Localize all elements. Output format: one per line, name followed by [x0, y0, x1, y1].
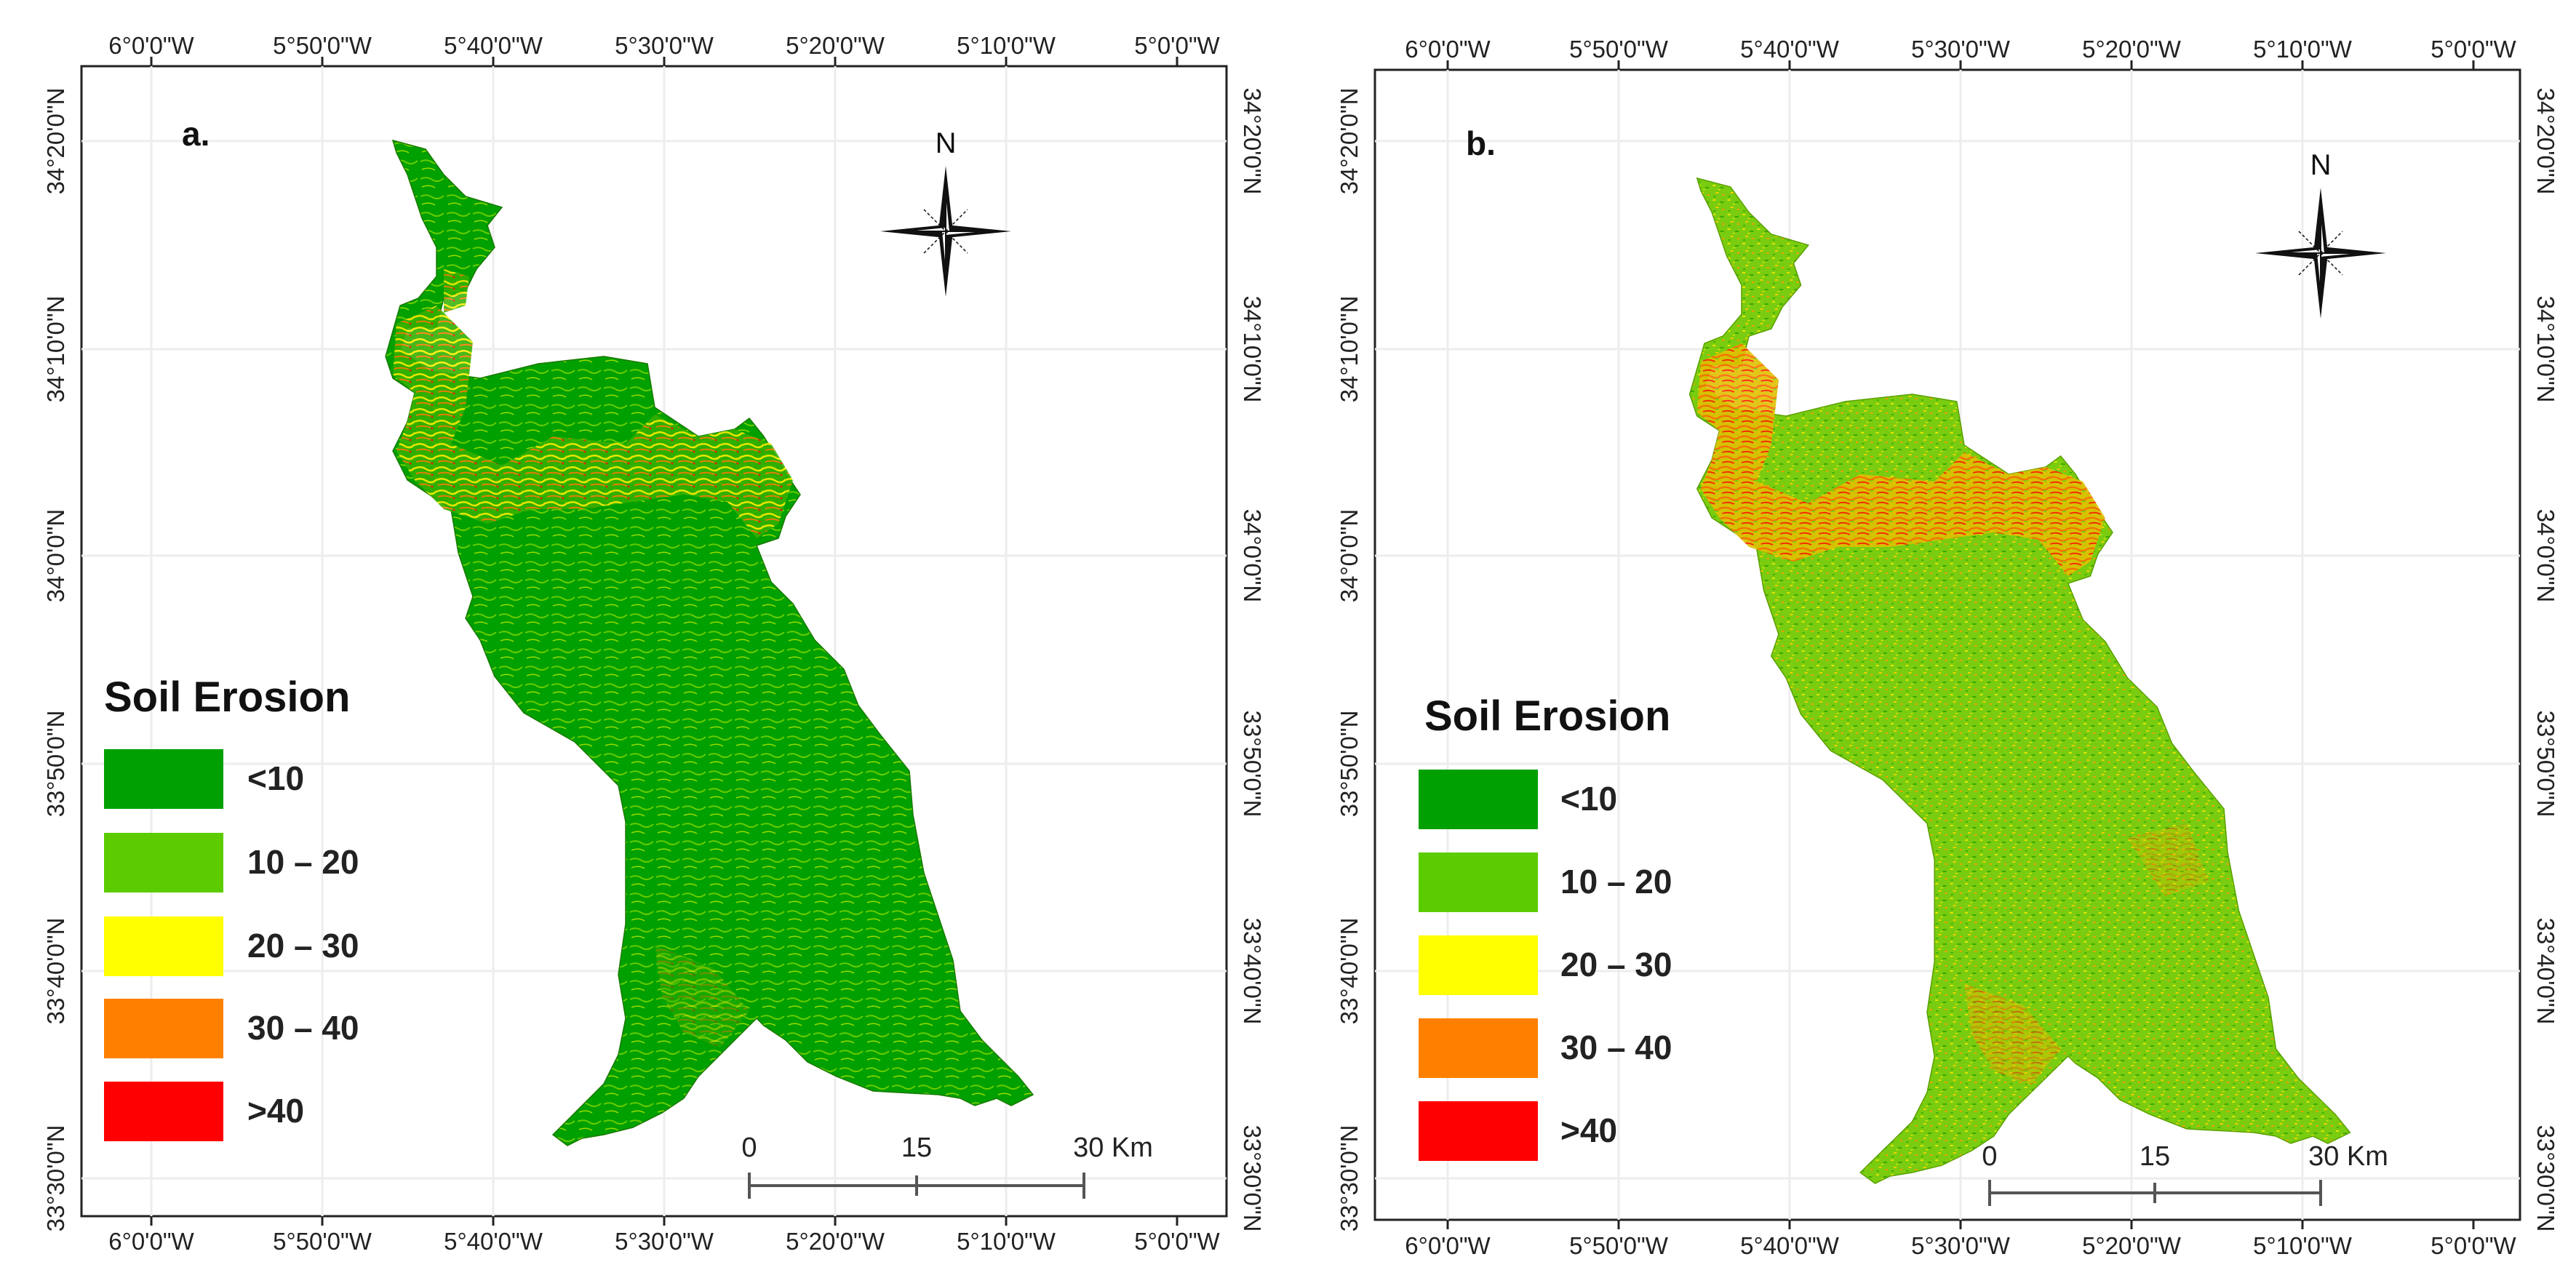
- map-a-legend-label-2: 20 – 30: [247, 927, 359, 964]
- map-b-lat-right-4: 33°40'0"N: [2532, 918, 2559, 1025]
- map-a-legend-swatch-0: [104, 749, 223, 809]
- map-b-legend-label-4: >40: [1560, 1111, 1617, 1149]
- map-b-legend-swatch-1: [1419, 852, 1538, 912]
- map-a-legend-swatch-4: [104, 1082, 223, 1141]
- map-b-lat-right-2: 34°0'0"N: [2532, 509, 2559, 602]
- map-b-scale-zero: 0: [1982, 1141, 1997, 1172]
- map-a-legend-label-4: >40: [247, 1092, 304, 1130]
- map-a-lon-bottom-1: 5°50'0"W: [273, 1228, 372, 1255]
- map-a-lon-bottom-6: 5°0'0"W: [1134, 1228, 1220, 1255]
- map-b-lon-top-3: 5°30'0"W: [1911, 36, 2011, 63]
- map-a-lon-bottom-0: 6°0'0"W: [108, 1228, 194, 1255]
- map-a-lat-right-3: 33°50'0"N: [1239, 711, 1266, 818]
- map-b-lon-top-0: 6°0'0"W: [1405, 36, 1491, 63]
- map-a-lon-top-4: 5°20'0"W: [786, 32, 885, 59]
- map-b-scale-mid: 15: [2140, 1141, 2170, 1172]
- map-a-lon-top-0: 6°0'0"W: [108, 32, 194, 59]
- map-a-legend-label-0: <10: [247, 759, 304, 797]
- map-a-lat-right-0: 34°20'0"N: [1239, 88, 1266, 195]
- map-a-scale-zero: 0: [741, 1133, 757, 1163]
- map-b-lon-top-1: 5°50'0"W: [1569, 36, 1669, 63]
- map-b-legend: Soil Erosion <10 10 – 20 20 – 30 30 – 40…: [1419, 692, 1672, 1161]
- map-a-lat-left-2: 34°0'0"N: [42, 509, 69, 602]
- map-a-legend-swatch-3: [104, 999, 223, 1058]
- map-b-scale-end: 30 Km: [2308, 1141, 2388, 1172]
- map-b-lon-bottom-0: 6°0'0"W: [1405, 1232, 1491, 1259]
- map-a-panel-label: a.: [182, 115, 210, 153]
- map-a-ridge-north: [393, 305, 793, 538]
- map-b-lat-right-5: 33°30'0"N: [2532, 1125, 2559, 1232]
- map-a-north-arrow-icon: N: [880, 127, 1011, 297]
- map-a-scale-bar: 0 15 30 Km: [741, 1133, 1153, 1199]
- map-a-lat-right-4: 33°40'0"N: [1239, 918, 1266, 1025]
- map-a-legend: Soil Erosion <10 10 – 20 20 – 30 30 – 40…: [104, 674, 359, 1141]
- map-b-legend-label-3: 30 – 40: [1560, 1029, 1672, 1066]
- map-b-north-arrow-icon: N: [2255, 149, 2386, 319]
- map-b-lat-left-0: 34°20'0"N: [1336, 88, 1363, 195]
- map-b-catchment: [1688, 177, 2351, 1184]
- map-b-lon-bottom-5: 5°10'0"W: [2253, 1232, 2353, 1259]
- map-b-lat-right-1: 34°10'0"N: [2532, 296, 2559, 403]
- map-a-lon-top-3: 5°30'0"W: [615, 32, 714, 59]
- map-a-ridge-gully: [444, 269, 469, 313]
- map-b-lon-top-2: 5°40'0"W: [1740, 36, 1840, 63]
- map-b-lat-left-4: 33°40'0"N: [1336, 918, 1363, 1025]
- map-b-legend-label-2: 20 – 30: [1560, 946, 1672, 983]
- map-b-ridge-north: [1696, 343, 2105, 576]
- map-b-lon-bottom-3: 5°30'0"W: [1911, 1232, 2011, 1259]
- map-a-legend-swatch-1: [104, 833, 223, 892]
- map-a-legend-swatch-2: [104, 916, 223, 976]
- map-a-lat-right-2: 34°0'0"N: [1239, 509, 1266, 602]
- map-b: 6°0'0"W 5°50'0"W 5°40'0"W 5°30'0"W 5°20'…: [1336, 36, 2559, 1259]
- map-b-lat-left-5: 33°30'0"N: [1336, 1125, 1363, 1232]
- map-b-legend-title: Soil Erosion: [1424, 692, 1670, 740]
- map-b-scale-bar: 0 15 30 Km: [1982, 1141, 2388, 1206]
- map-a-lon-top-6: 5°0'0"W: [1134, 32, 1220, 59]
- map-a-catchment: [385, 139, 1034, 1146]
- map-a-lon-top-5: 5°10'0"W: [957, 32, 1056, 59]
- map-a: 6°0'0"W 5°50'0"W 5°40'0"W 5°30'0"W 5°20'…: [42, 32, 1266, 1255]
- map-b-north-label: N: [2310, 149, 2332, 181]
- map-b-legend-label-1: 10 – 20: [1560, 863, 1672, 900]
- map-a-lat-left-3: 33°50'0"N: [42, 711, 69, 818]
- map-a-lon-top-2: 5°40'0"W: [444, 32, 543, 59]
- map-b-lon-bottom-2: 5°40'0"W: [1740, 1232, 1840, 1259]
- map-b-lat-right-0: 34°20'0"N: [2532, 88, 2559, 195]
- map-b-lon-bottom-6: 5°0'0"W: [2431, 1232, 2516, 1259]
- map-b-lat-left-1: 34°10'0"N: [1336, 296, 1363, 403]
- map-b-lon-top-4: 5°20'0"W: [2082, 36, 2182, 63]
- map-a-lat-right-5: 33°30'0"N: [1239, 1125, 1266, 1232]
- map-a-north-label: N: [936, 127, 957, 159]
- map-b-legend-swatch-0: [1419, 770, 1538, 829]
- map-a-legend-label-1: 10 – 20: [247, 843, 359, 881]
- map-b-lat-left-3: 33°50'0"N: [1336, 711, 1363, 818]
- map-a-lat-right-1: 34°10'0"N: [1239, 296, 1266, 403]
- map-b-lon-top-5: 5°10'0"W: [2253, 36, 2353, 63]
- map-b-lon-top-6: 5°0'0"W: [2431, 36, 2516, 63]
- map-b-lat-right-3: 33°50'0"N: [2532, 711, 2559, 818]
- map-b-legend-label-0: <10: [1560, 780, 1617, 818]
- map-b-panel-label: b.: [1466, 124, 1496, 162]
- map-b-lon-bottom-1: 5°50'0"W: [1569, 1232, 1669, 1259]
- map-a-lon-bottom-2: 5°40'0"W: [444, 1228, 543, 1255]
- map-b-lon-bottom-4: 5°20'0"W: [2082, 1232, 2182, 1259]
- map-a-lat-left-0: 34°20'0"N: [42, 88, 69, 195]
- map-a-lat-left-4: 33°40'0"N: [42, 918, 69, 1025]
- map-a-lat-left-1: 34°10'0"N: [42, 296, 69, 403]
- map-a-lat-left-5: 33°30'0"N: [42, 1125, 69, 1232]
- map-a-lon-bottom-5: 5°10'0"W: [957, 1228, 1056, 1255]
- map-a-legend-label-3: 30 – 40: [247, 1009, 359, 1047]
- map-b-lat-left-2: 34°0'0"N: [1336, 509, 1363, 602]
- map-a-lon-bottom-4: 5°20'0"W: [786, 1228, 885, 1255]
- map-b-legend-swatch-3: [1419, 1018, 1538, 1078]
- map-b-legend-swatch-2: [1419, 935, 1538, 995]
- map-a-scale-mid: 15: [901, 1133, 932, 1163]
- map-a-lon-top-1: 5°50'0"W: [273, 32, 372, 59]
- map-a-legend-title: Soil Erosion: [104, 674, 350, 721]
- map-a-scale-end: 30 Km: [1073, 1133, 1153, 1163]
- map-b-legend-swatch-4: [1419, 1101, 1538, 1161]
- map-a-lon-bottom-3: 5°30'0"W: [615, 1228, 714, 1255]
